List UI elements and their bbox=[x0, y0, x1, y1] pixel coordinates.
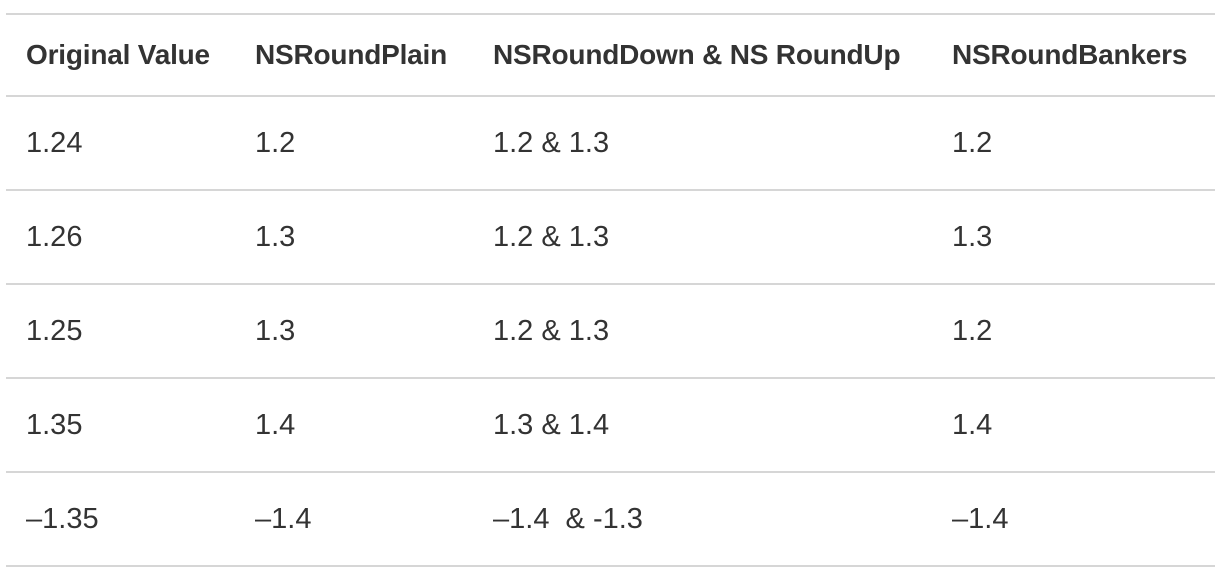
table-row: 1.24 1.2 1.2 & 1.3 1.2 bbox=[6, 96, 1215, 190]
cell-nsroundbankers: 1.2 bbox=[952, 314, 993, 347]
cell-nsroundbankers: 1.2 bbox=[952, 126, 993, 159]
cell-original-value: 1.24 bbox=[26, 126, 83, 159]
cell-original-value: 1.35 bbox=[26, 408, 83, 441]
cell-nsrounddown-nsroundup: 1.2 & 1.3 bbox=[493, 220, 610, 253]
cell-original-value: –1.35 bbox=[26, 502, 99, 535]
cell-nsroundplain: 1.2 bbox=[255, 126, 296, 159]
cell-nsrounddown-nsroundup: –1.4 & -1.3 bbox=[493, 502, 643, 535]
cell-nsroundplain: 1.4 bbox=[255, 408, 296, 441]
table-row: –1.35 –1.4 –1.4 & -1.3 –1.4 bbox=[6, 472, 1215, 566]
cell-original-value: 1.26 bbox=[26, 220, 83, 253]
table-body: 1.24 1.2 1.2 & 1.3 1.2 1.26 1.3 1.2 & 1.… bbox=[6, 96, 1215, 566]
cell-nsroundbankers: –1.4 bbox=[952, 502, 1009, 535]
header-nsroundbankers: NSRoundBankers bbox=[952, 39, 1188, 70]
header-original-value: Original Value bbox=[26, 39, 210, 70]
cell-nsroundbankers: 1.4 bbox=[952, 408, 993, 441]
table-row: 1.25 1.3 1.2 & 1.3 1.2 bbox=[6, 284, 1215, 378]
header-nsrounddown-nsroundup: NSRoundDown & NS RoundUp bbox=[493, 39, 901, 70]
table-row: 1.35 1.4 1.3 & 1.4 1.4 bbox=[6, 378, 1215, 472]
cell-nsrounddown-nsroundup: 1.2 & 1.3 bbox=[493, 126, 610, 159]
cell-nsrounddown-nsroundup: 1.2 & 1.3 bbox=[493, 314, 610, 347]
header-row: Original Value NSRoundPlain NSRoundDown … bbox=[6, 14, 1215, 96]
cell-nsrounddown-nsroundup: 1.3 & 1.4 bbox=[493, 408, 610, 441]
table-header: Original Value NSRoundPlain NSRoundDown … bbox=[6, 14, 1215, 96]
cell-original-value: 1.25 bbox=[26, 314, 83, 347]
cell-nsroundbankers: 1.3 bbox=[952, 220, 993, 253]
header-nsroundplain: NSRoundPlain bbox=[255, 39, 448, 70]
cell-nsroundplain: 1.3 bbox=[255, 314, 296, 347]
cell-nsroundplain: –1.4 bbox=[255, 502, 312, 535]
rounding-modes-table: Original Value NSRoundPlain NSRoundDown … bbox=[6, 13, 1215, 567]
rounding-modes-table-container: Original Value NSRoundPlain NSRoundDown … bbox=[6, 13, 1215, 567]
table-row: 1.26 1.3 1.2 & 1.3 1.3 bbox=[6, 190, 1215, 284]
cell-nsroundplain: 1.3 bbox=[255, 220, 296, 253]
